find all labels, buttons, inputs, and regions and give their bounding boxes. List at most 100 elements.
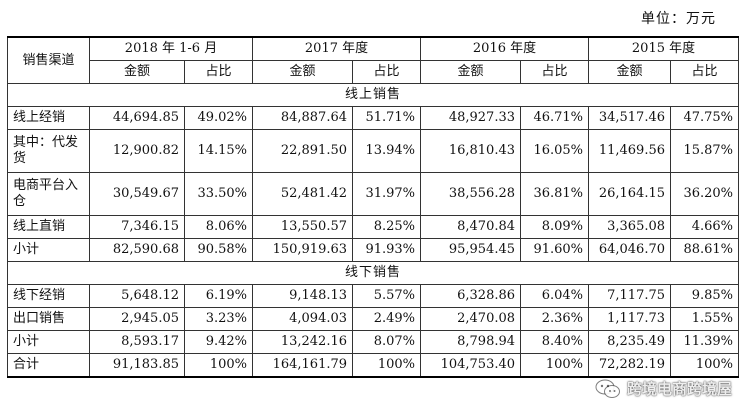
amount-header: 金额 bbox=[588, 60, 672, 84]
cell-amount: 48,927.33 bbox=[420, 106, 522, 130]
cell-amount: 7,117.75 bbox=[588, 284, 672, 308]
cell-amount: 7,346.15 bbox=[89, 215, 185, 239]
period-header-2018h1: 2018 年 1-6 月 bbox=[88, 36, 254, 61]
cell-share: 8.40% bbox=[520, 330, 590, 354]
cell-amount: 8,235.49 bbox=[588, 330, 672, 354]
watermark-text: 跨境电商跨境屋 bbox=[626, 380, 732, 398]
cell-amount: 91,183.85 bbox=[89, 353, 185, 378]
cell-share: 100% bbox=[670, 353, 740, 378]
cell-amount: 84,887.64 bbox=[252, 106, 354, 130]
cell-amount: 8,470.84 bbox=[420, 215, 522, 239]
cell-share: 51.71% bbox=[352, 106, 422, 130]
cell-amount: 5,648.12 bbox=[89, 284, 185, 308]
table-row-dropship: 其中：代发货 12,900.82 14.15% 22,891.50 13.94%… bbox=[7, 129, 740, 173]
amount-header: 金额 bbox=[420, 60, 522, 84]
cell-amount: 82,590.68 bbox=[89, 238, 185, 262]
cell-share: 100% bbox=[520, 353, 590, 378]
cell-amount: 72,282.19 bbox=[588, 353, 672, 378]
cell-amount: 44,694.85 bbox=[89, 106, 185, 130]
cell-share: 31.97% bbox=[352, 172, 422, 216]
cell-amount: 52,481.42 bbox=[252, 172, 354, 216]
cell-amount: 3,365.08 bbox=[588, 215, 672, 239]
section-row-offline: 线下销售 bbox=[6, 261, 740, 285]
watermark: 跨境电商跨境屋 bbox=[595, 378, 732, 399]
cell-share: 100% bbox=[183, 353, 254, 378]
cell-share: 15.87% bbox=[670, 129, 740, 173]
period-header-2016: 2016 年度 bbox=[420, 36, 590, 61]
cell-amount: 4,094.03 bbox=[252, 307, 354, 331]
cell-share: 16.05% bbox=[520, 129, 590, 173]
cell-share: 36.81% bbox=[520, 172, 590, 216]
share-header: 占比 bbox=[670, 60, 740, 84]
row-label: 线上直销 bbox=[7, 215, 90, 239]
cell-share: 13.94% bbox=[352, 129, 422, 173]
cell-share: 11.39% bbox=[670, 330, 740, 354]
row-label: 线上经销 bbox=[7, 106, 90, 130]
cell-share: 8.07% bbox=[352, 330, 422, 354]
cell-share: 100% bbox=[352, 353, 422, 378]
cell-amount: 30,549.67 bbox=[89, 172, 185, 216]
row-label: 合计 bbox=[7, 353, 90, 378]
cell-amount: 6,328.86 bbox=[420, 284, 522, 308]
share-header: 占比 bbox=[520, 60, 590, 84]
cell-amount: 22,891.50 bbox=[252, 129, 354, 173]
share-header: 占比 bbox=[183, 60, 254, 84]
section-row-online: 线上销售 bbox=[6, 83, 740, 107]
header-row-metrics: 金额 占比 金额 占比 金额 占比 金额 占比 bbox=[8, 60, 740, 84]
cell-share: 49.02% bbox=[183, 106, 254, 130]
row-label: 电商平台入仓 bbox=[7, 172, 90, 216]
row-label: 小计 bbox=[7, 238, 90, 262]
cell-amount: 104,753.40 bbox=[420, 353, 522, 378]
cell-share: 4.66% bbox=[670, 215, 740, 239]
sales-channel-table: 销售渠道 2018 年 1-6 月 2017 年度 2016 年度 2015 年… bbox=[6, 36, 740, 378]
cell-amount: 38,556.28 bbox=[420, 172, 522, 216]
table-row-online-distribution: 线上经销 44,694.85 49.02% 84,887.64 51.71% 4… bbox=[7, 106, 740, 130]
section-online-title: 线上销售 bbox=[6, 83, 740, 107]
cell-share: 9.42% bbox=[183, 330, 254, 354]
cell-amount: 12,900.82 bbox=[89, 129, 185, 173]
cell-share: 33.50% bbox=[183, 172, 254, 216]
period-header-2015: 2015 年度 bbox=[588, 36, 740, 61]
cell-amount: 9,148.13 bbox=[252, 284, 354, 308]
cell-amount: 13,242.16 bbox=[252, 330, 354, 354]
table-row-offline-distribution: 线下经销 5,648.12 6.19% 9,148.13 5.57% 6,328… bbox=[7, 284, 740, 308]
section-offline-title: 线下销售 bbox=[6, 261, 740, 285]
table-row-total: 合计 91,183.85 100% 164,161.79 100% 104,75… bbox=[7, 353, 740, 378]
cell-share: 1.55% bbox=[670, 307, 740, 331]
cell-share: 90.58% bbox=[183, 238, 254, 262]
cell-amount: 2,470.08 bbox=[420, 307, 522, 331]
table-row-online-direct: 线上直销 7,346.15 8.06% 13,550.57 8.25% 8,47… bbox=[7, 215, 740, 239]
table-row-export: 出口销售 2,945.05 3.23% 4,094.03 2.49% 2,470… bbox=[7, 307, 740, 331]
cell-share: 2.49% bbox=[352, 307, 422, 331]
cell-amount: 2,945.05 bbox=[89, 307, 185, 331]
cell-amount: 1,117.73 bbox=[588, 307, 672, 331]
channel-header: 销售渠道 bbox=[7, 36, 90, 84]
cell-amount: 8,593.17 bbox=[89, 330, 185, 354]
cell-share: 8.09% bbox=[520, 215, 590, 239]
unit-label: 单位：万元 bbox=[641, 11, 716, 27]
row-label: 线下经销 bbox=[7, 284, 90, 308]
share-header: 占比 bbox=[352, 60, 422, 84]
cell-share: 47.75% bbox=[670, 106, 740, 130]
cell-amount: 13,550.57 bbox=[252, 215, 354, 239]
cell-share: 36.20% bbox=[670, 172, 740, 216]
cell-share: 88.61% bbox=[670, 238, 740, 262]
cell-share: 5.57% bbox=[352, 284, 422, 308]
cell-share: 9.85% bbox=[670, 284, 740, 308]
cell-amount: 34,517.46 bbox=[588, 106, 672, 130]
row-label: 出口销售 bbox=[7, 307, 90, 331]
header-row-periods: 销售渠道 2018 年 1-6 月 2017 年度 2016 年度 2015 年… bbox=[7, 36, 740, 84]
amount-header: 金额 bbox=[252, 60, 354, 84]
cell-amount: 150,919.63 bbox=[252, 238, 354, 262]
cell-share: 6.19% bbox=[183, 284, 254, 308]
cell-amount: 16,810.43 bbox=[420, 129, 522, 173]
row-label: 其中：代发货 bbox=[7, 129, 90, 173]
table-row-offline-subtotal: 小计 8,593.17 9.42% 13,242.16 8.07% 8,798.… bbox=[7, 330, 740, 354]
cell-share: 14.15% bbox=[183, 129, 254, 173]
cell-amount: 164,161.79 bbox=[252, 353, 354, 378]
cell-amount: 95,954.45 bbox=[420, 238, 522, 262]
amount-header: 金额 bbox=[89, 60, 185, 84]
cell-amount: 11,469.56 bbox=[588, 129, 672, 173]
cell-amount: 64,046.70 bbox=[588, 238, 672, 262]
cell-share: 3.23% bbox=[183, 307, 254, 331]
